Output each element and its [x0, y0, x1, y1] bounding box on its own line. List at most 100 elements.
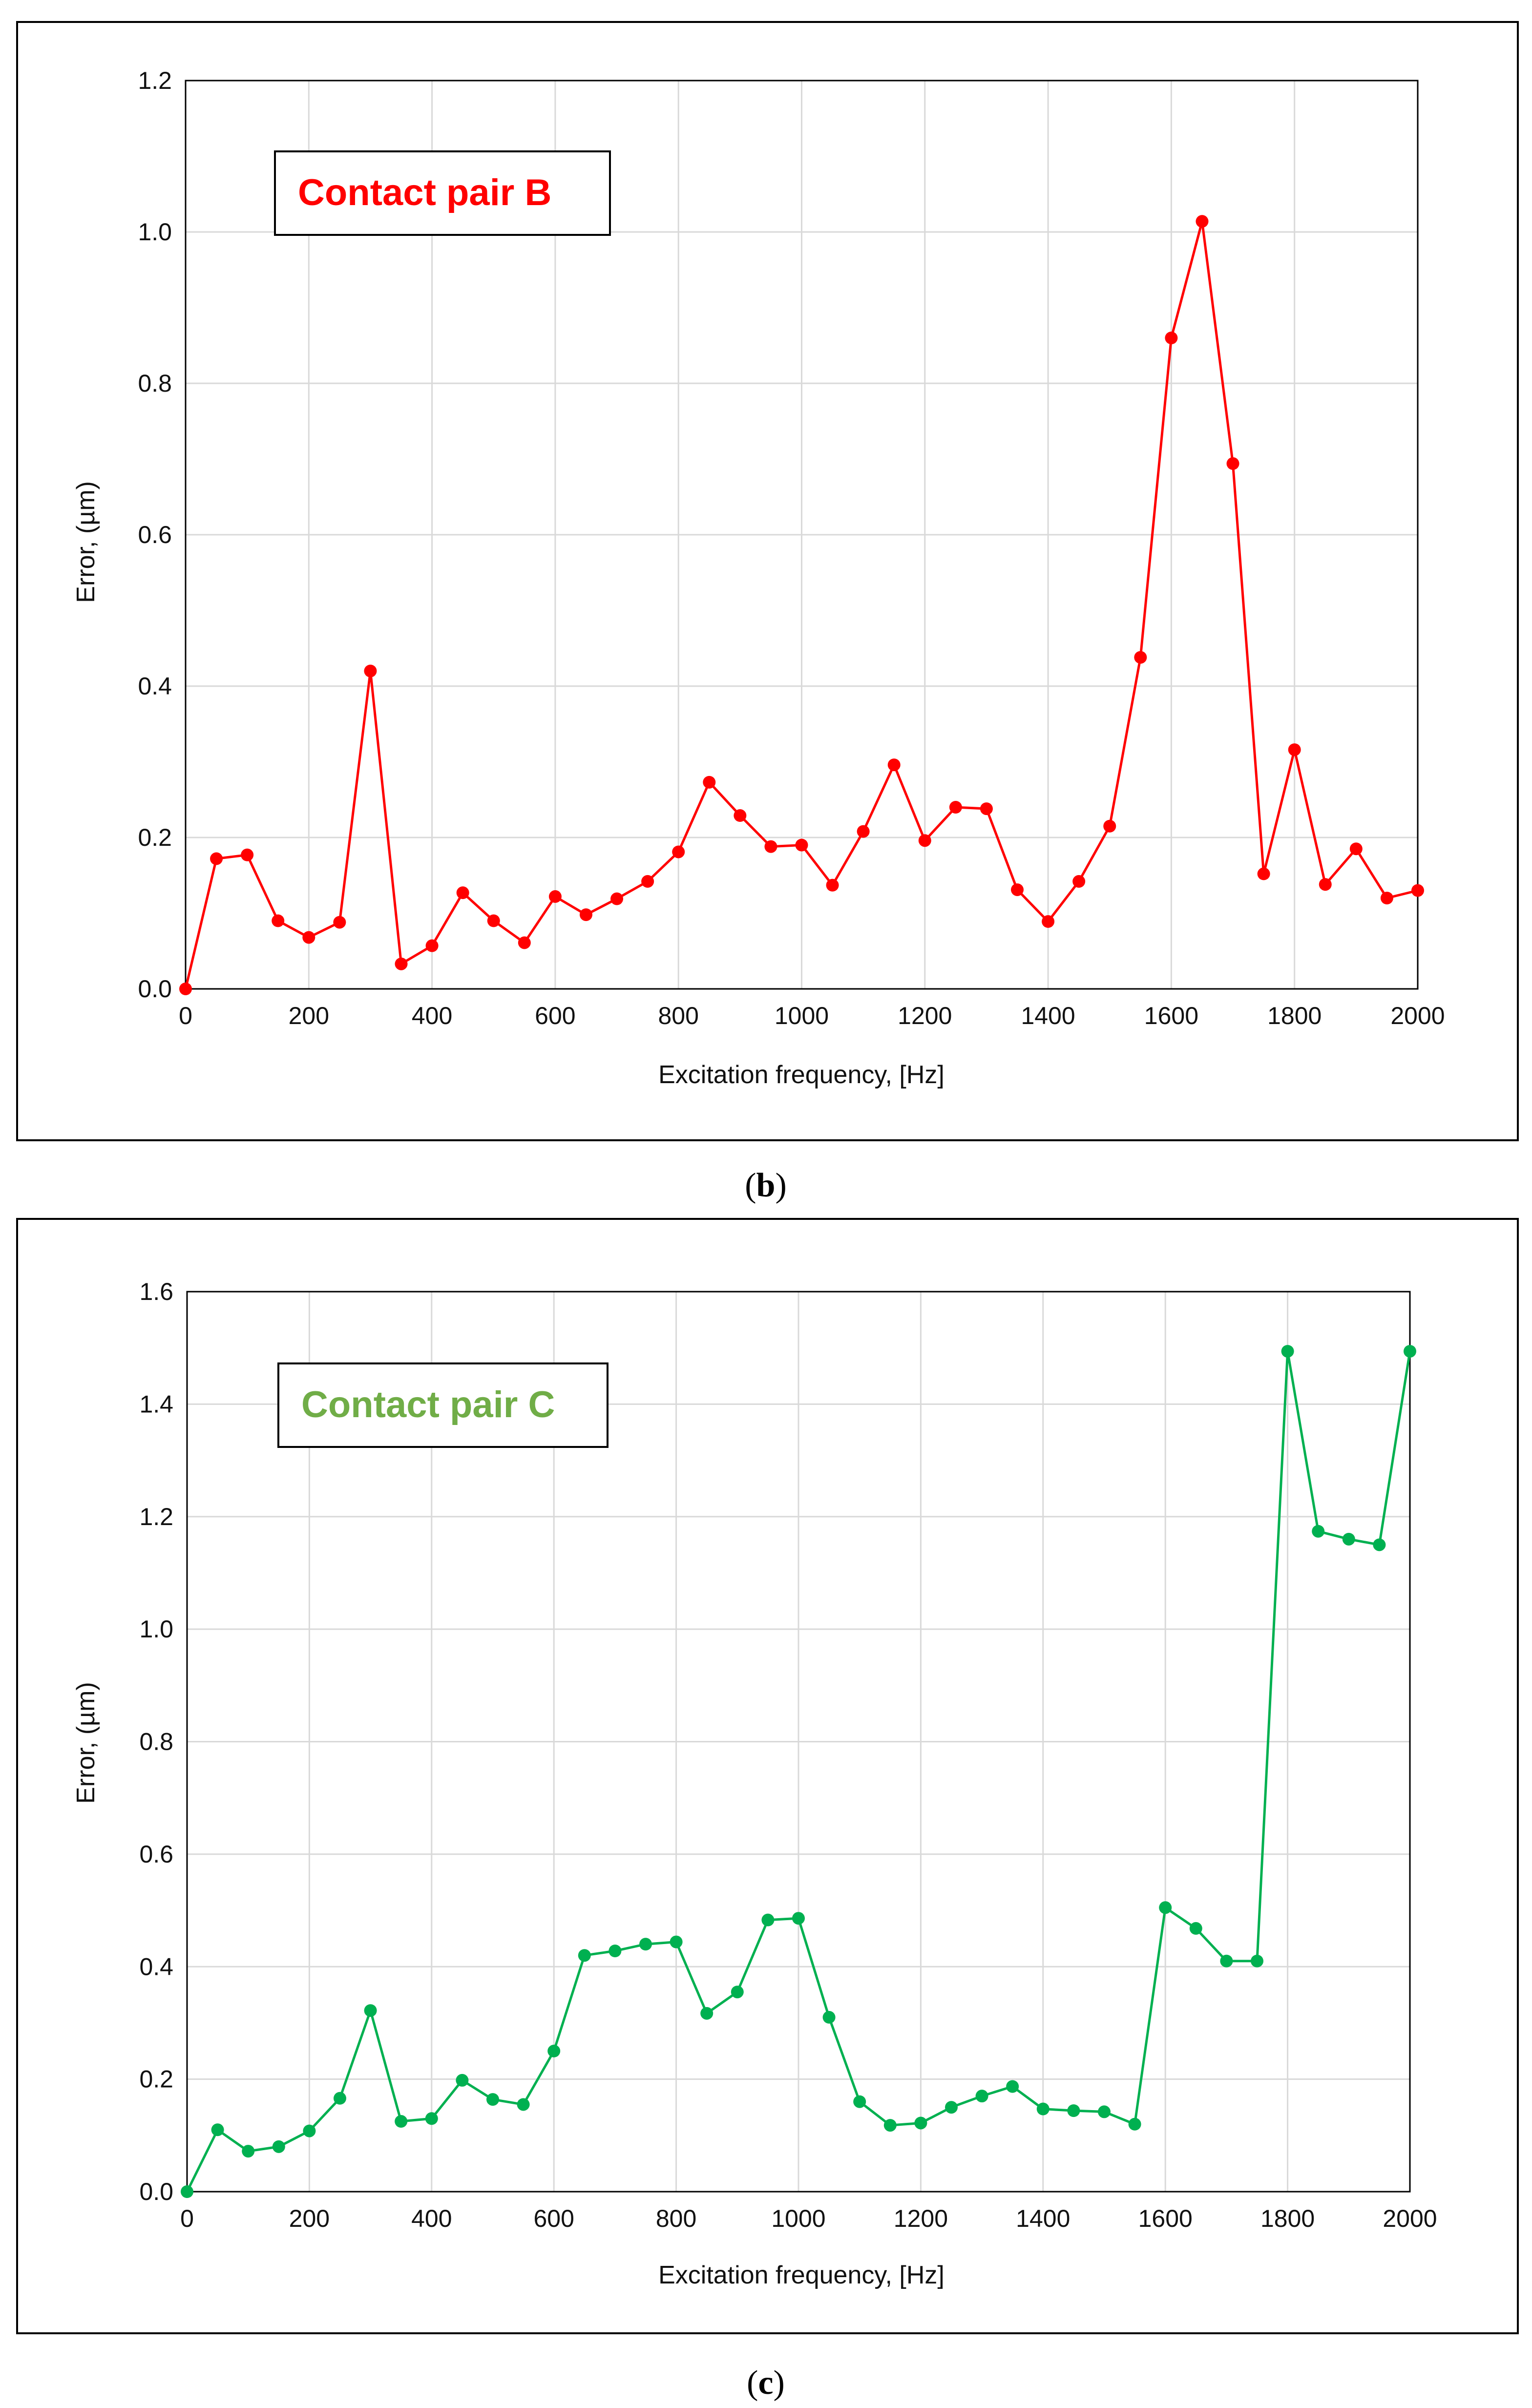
data-point: [364, 665, 377, 677]
data-point: [1404, 1345, 1416, 1358]
data-point: [1072, 875, 1086, 888]
data-point: [179, 983, 192, 995]
caption-letter-b: b: [756, 1167, 776, 1204]
data-point: [1189, 1922, 1202, 1935]
x-tick-label: 0: [180, 2205, 194, 2232]
plot-area-border: [186, 1291, 1411, 2193]
data-point: [1036, 2102, 1049, 2115]
data-point: [302, 931, 315, 944]
data-point: [486, 2093, 499, 2106]
x-tick-label: 600: [535, 1002, 575, 1029]
data-point: [518, 936, 531, 949]
y-tick-label: 0.4: [139, 1953, 173, 1980]
data-point: [853, 2095, 866, 2108]
data-point: [731, 1986, 744, 1999]
y-tick-label: 1.6: [139, 1278, 173, 1305]
data-point: [425, 2112, 438, 2125]
data-point: [1411, 884, 1424, 897]
data-point: [425, 939, 439, 952]
legend-label: Contact pair B: [298, 172, 551, 213]
data-point: [487, 914, 500, 927]
data-point: [761, 1913, 775, 1926]
data-point: [456, 886, 469, 900]
data-point: [1006, 2080, 1019, 2093]
data-point: [547, 2045, 561, 2058]
data-point: [1373, 1538, 1386, 1551]
caption-letter-c: c: [758, 2364, 773, 2402]
y-axis-label: Error, (µm): [72, 481, 100, 603]
legend-label: Contact pair C: [301, 1384, 555, 1425]
data-point: [333, 916, 346, 929]
x-tick-label: 1200: [898, 1002, 952, 1029]
x-tick-label: 400: [412, 1002, 452, 1029]
chart-panel-c: 0.0 0.2 0.4 0.6 0.8 1.0 1.2 1.4 1.6 0 200 400 600 80…: [16, 1218, 1519, 2334]
data-point: [517, 2098, 530, 2111]
data-point: [945, 2101, 958, 2114]
data-point: [1349, 842, 1363, 856]
x-tick-label: 200: [289, 1002, 329, 1029]
x-axis-label: Excitation frequency, [Hz]: [658, 2261, 944, 2289]
data-point: [242, 2145, 255, 2158]
y-tick-label: 1.2: [139, 1503, 173, 1530]
data-point: [1257, 867, 1270, 880]
data-point: [792, 1912, 805, 1925]
data-point: [980, 802, 993, 816]
data-point: [272, 2140, 285, 2153]
data-point: [548, 890, 562, 903]
data-point: [579, 908, 592, 921]
y-tick-label: 1.4: [139, 1390, 173, 1418]
data-point: [883, 2119, 897, 2132]
data-point: [181, 2185, 193, 2198]
legend-box: [277, 1362, 609, 1448]
data-point: [364, 2004, 377, 2017]
legend-box: [274, 150, 611, 236]
data-point: [887, 758, 901, 772]
y-tick-labels: 0.0 0.2 0.4 0.6 0.8 1.0 1.2 1.4 1.6: [139, 1278, 173, 2205]
data-point: [1103, 819, 1116, 833]
y-tick-label: 0.6: [139, 1841, 173, 1868]
x-tick-label: 1400: [1021, 1002, 1075, 1029]
data-point: [395, 957, 408, 970]
data-point: [918, 834, 931, 847]
data-point: [670, 1935, 683, 1948]
y-tick-label: 1.0: [139, 1615, 173, 1643]
data-point: [1220, 1954, 1233, 1968]
data-point: [734, 809, 747, 822]
chart-panel-b: 0.0 0.2 0.4 0.6 0.8 1.0 1.2 0 200 400 600 800 1000 1…: [16, 21, 1519, 1141]
data-point: [1380, 892, 1393, 904]
x-tick-label: 1000: [775, 1002, 829, 1029]
data-point: [1134, 651, 1147, 664]
x-tick-label: 2000: [1383, 2205, 1437, 2232]
data-point: [1342, 1532, 1355, 1546]
data-point: [639, 1938, 652, 1951]
y-tick-label: 0.0: [139, 2178, 173, 2205]
data-point: [241, 848, 254, 861]
data-point: [456, 2073, 469, 2087]
data-point: [272, 914, 285, 927]
data-point: [1128, 2117, 1141, 2131]
y-tick-label: 0.2: [139, 2066, 173, 2093]
y-tick-label: 1.0: [138, 218, 172, 246]
data-point: [1098, 2105, 1111, 2118]
data-point: [1226, 457, 1239, 470]
data-point: [1319, 878, 1332, 891]
x-tick-label: 800: [658, 1002, 698, 1029]
data-point: [1011, 883, 1024, 896]
data-point: [1042, 915, 1055, 928]
plot-area-border: [185, 80, 1419, 990]
data-point: [826, 879, 839, 892]
data-point: [1251, 1954, 1263, 1968]
data-point: [949, 801, 962, 814]
x-tick-label: 200: [289, 2205, 330, 2232]
y-tick-label: 0.8: [138, 370, 172, 397]
data-point: [641, 875, 654, 888]
x-tick-label: 800: [656, 2205, 696, 2232]
x-tick-label: 1600: [1144, 1002, 1198, 1029]
data-point: [395, 2115, 408, 2128]
data-point: [1312, 1525, 1325, 1538]
data-point: [609, 1944, 622, 1957]
x-tick-label: 400: [411, 2205, 452, 2232]
x-tick-label: 2000: [1390, 1002, 1445, 1029]
x-tick-label: 1400: [1016, 2205, 1070, 2232]
x-tick-labels: 0 200 400 600 800 1000 1200 1400 1600 1800 2000: [180, 2205, 1437, 2232]
